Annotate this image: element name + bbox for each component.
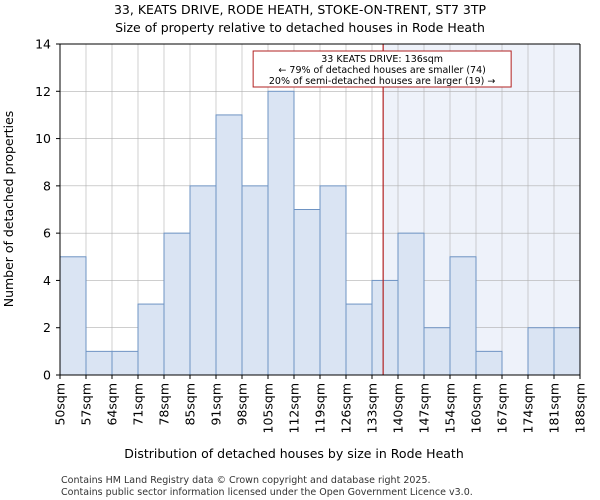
x-tick-label: 181sqm — [547, 383, 562, 433]
x-tick-label: 126sqm — [339, 383, 354, 433]
histogram-bar — [475, 350, 503, 376]
x-tick-label: 71sqm — [131, 383, 146, 426]
annotation-smaller: ← 79% of detached houses are smaller (74… — [278, 65, 485, 76]
histogram-bar — [215, 114, 243, 376]
y-tick-label: 12 — [35, 84, 51, 99]
histogram-bar — [137, 303, 165, 376]
histogram-bar — [293, 209, 321, 376]
y-tick-label: 14 — [35, 37, 51, 52]
histogram-bar — [85, 350, 113, 376]
x-tick-label: 147sqm — [417, 383, 432, 433]
x-tick-label: 78sqm — [157, 383, 172, 426]
x-tick-label: 174sqm — [521, 383, 536, 433]
x-tick-label: 140sqm — [391, 383, 406, 433]
histogram-bar — [267, 90, 295, 376]
x-tick-label: 112sqm — [287, 383, 302, 433]
x-tick-label: 91sqm — [209, 383, 224, 426]
histogram-bar — [163, 232, 191, 376]
x-tick-label: 85sqm — [183, 383, 198, 426]
x-tick-label: 105sqm — [261, 383, 276, 433]
x-tick-label: 57sqm — [79, 383, 94, 426]
footer-copyright: Contains HM Land Registry data © Crown c… — [61, 475, 431, 486]
y-tick-label: 8 — [43, 178, 51, 193]
x-tick-label: 188sqm — [573, 383, 588, 433]
y-axis-label: Number of detached properties — [1, 111, 16, 308]
footer-licence: Contains public sector information licen… — [61, 487, 473, 498]
y-tick-label: 0 — [43, 368, 51, 383]
histogram-bar — [371, 279, 399, 376]
x-tick-label: 64sqm — [105, 383, 120, 426]
x-tick-label: 167sqm — [495, 383, 510, 433]
histogram-bar — [527, 327, 555, 376]
histogram-bar — [423, 327, 451, 376]
x-tick-label: 160sqm — [469, 383, 484, 433]
x-tick-label: 50sqm — [53, 383, 68, 426]
histogram-bar — [59, 256, 87, 376]
y-tick-label: 6 — [43, 226, 51, 241]
plot-area: 33 KEATS DRIVE: 136sqm← 79% of detached … — [35, 37, 587, 434]
x-tick-label: 154sqm — [443, 383, 458, 433]
chart-subtitle: Size of property relative to detached ho… — [115, 20, 485, 35]
chart-title: 33, KEATS DRIVE, RODE HEATH, STOKE-ON-TR… — [114, 2, 486, 17]
histogram-bar — [319, 185, 347, 376]
x-tick-label: 98sqm — [235, 383, 250, 426]
histogram-bar — [553, 327, 581, 376]
annotation-box — [252, 50, 512, 88]
histogram-bar — [111, 350, 139, 376]
annotation-larger: 20% of semi-detached houses are larger (… — [269, 76, 496, 87]
histogram-bar — [449, 256, 477, 376]
y-tick-label: 2 — [43, 320, 51, 335]
annotation-title: 33 KEATS DRIVE: 136sqm — [321, 54, 443, 65]
x-tick-label: 119sqm — [313, 383, 328, 433]
y-tick-label: 10 — [35, 131, 51, 146]
histogram-bar — [189, 185, 217, 376]
x-tick-label: 133sqm — [365, 383, 380, 433]
y-tick-label: 4 — [43, 273, 51, 288]
histogram-bar — [241, 185, 269, 376]
x-axis-label: Distribution of detached houses by size … — [124, 446, 464, 461]
histogram-bar — [397, 232, 425, 376]
histogram-bar — [345, 303, 373, 376]
